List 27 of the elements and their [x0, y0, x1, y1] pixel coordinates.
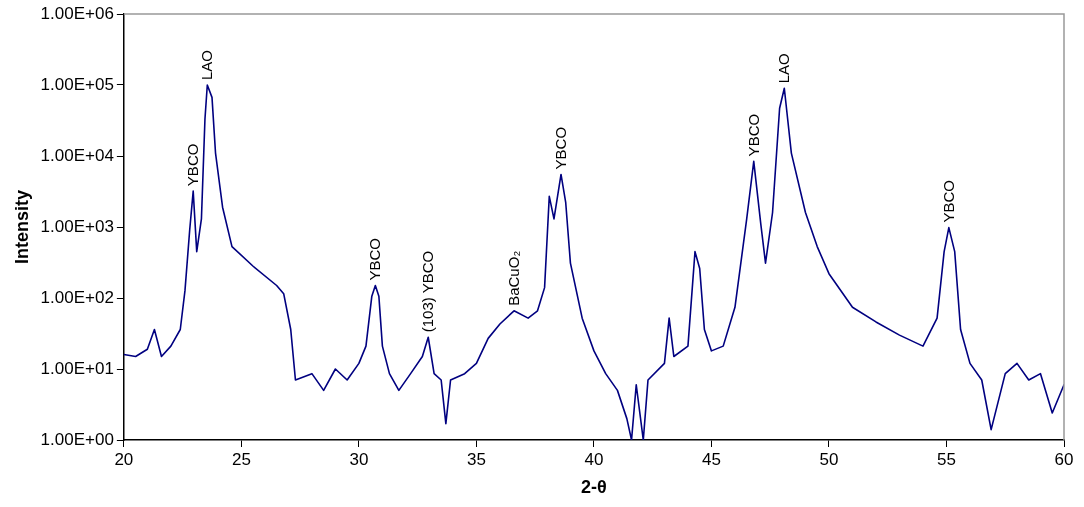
y-tick-label: 1.00E+04	[40, 145, 114, 165]
x-tick-label: 20	[114, 449, 134, 469]
y-tick-label: 1.00E+02	[40, 287, 114, 307]
x-tick-label: 55	[937, 449, 956, 469]
y-tick-label: 1.00E+05	[40, 74, 114, 94]
x-tick-label: 40	[584, 449, 604, 469]
x-tick-label: 25	[231, 449, 251, 469]
x-tick-label: 50	[819, 449, 839, 469]
x-tick-label: 35	[466, 449, 486, 469]
y-tick-label: 1.00E+01	[40, 358, 114, 378]
x-tick-label: 45	[701, 449, 721, 469]
annotation: LAO	[198, 49, 216, 80]
annotation: YBCO	[184, 143, 202, 187]
y-tick-label: 1.00E+06	[40, 3, 114, 23]
annotation: (103) YBCO	[419, 250, 437, 333]
annotation: YBCO	[366, 237, 384, 281]
x-tick-label: 30	[349, 449, 369, 469]
annotation: YBCO	[939, 180, 957, 223]
x-axis-title: 2-θ	[581, 477, 607, 498]
y-axis-title: Intensity	[11, 189, 32, 265]
annotation: YBCO	[552, 126, 570, 170]
y-tick-label: 1.00E+03	[40, 216, 114, 236]
annotation: LAO	[775, 53, 793, 84]
annotation: BaCuO₂	[505, 250, 523, 306]
annotation: YBCO	[744, 113, 762, 157]
x-tick-label: 60	[1054, 449, 1074, 469]
y-tick-label: 1.00E+00	[40, 429, 114, 449]
